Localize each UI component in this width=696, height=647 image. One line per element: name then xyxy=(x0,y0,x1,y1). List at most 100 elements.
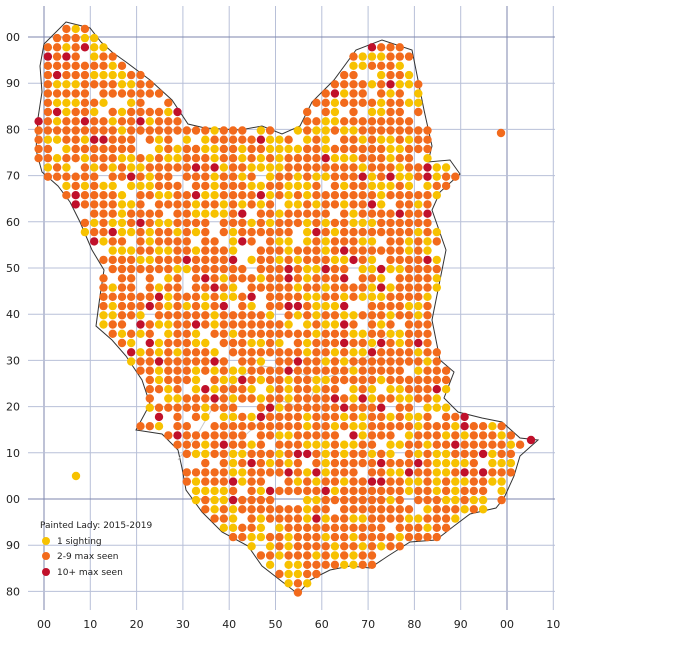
record-dot xyxy=(99,117,108,126)
record-dot xyxy=(265,237,275,246)
record-dot xyxy=(265,301,275,311)
record-dot xyxy=(358,191,367,200)
record-dot xyxy=(386,154,395,163)
record-dot xyxy=(349,514,358,523)
record-dot xyxy=(62,24,71,34)
record-dot xyxy=(386,144,395,154)
y-tick-label: 60 xyxy=(6,216,20,229)
record-dot xyxy=(238,237,247,246)
record-dot xyxy=(340,163,349,172)
record-dot xyxy=(71,107,80,117)
record-dot xyxy=(127,200,136,209)
record-dot xyxy=(321,154,330,163)
record-dot xyxy=(136,107,145,117)
record-dot xyxy=(256,514,266,523)
record-dot xyxy=(108,80,117,89)
record-dot xyxy=(145,283,154,292)
record-dot xyxy=(395,542,404,551)
record-dot xyxy=(173,144,182,154)
record-dot xyxy=(219,523,228,532)
record-dot xyxy=(469,449,478,459)
record-dot xyxy=(340,394,349,403)
record-dot xyxy=(164,144,173,154)
record-dot xyxy=(404,385,414,394)
record-dot xyxy=(219,357,228,366)
record-dot xyxy=(117,107,127,117)
record-dot xyxy=(43,126,53,135)
record-dot xyxy=(90,80,99,89)
record-dot xyxy=(265,246,275,255)
record-dot xyxy=(247,412,256,422)
record-dot xyxy=(377,89,386,98)
record-dot xyxy=(52,52,62,61)
record-dot xyxy=(256,366,266,375)
record-dot xyxy=(173,246,182,255)
record-dot xyxy=(358,412,367,422)
record-dot xyxy=(127,227,136,237)
record-dot xyxy=(367,61,377,70)
record-dot xyxy=(330,191,340,200)
record-dot xyxy=(238,458,247,468)
record-dot xyxy=(191,301,201,311)
record-dot xyxy=(173,218,182,228)
record-dot xyxy=(395,135,404,144)
record-dot xyxy=(451,440,460,449)
record-dot xyxy=(219,458,228,468)
record-dot xyxy=(210,495,219,505)
record-dot xyxy=(145,422,154,431)
record-dot xyxy=(414,172,423,181)
record-dot xyxy=(154,292,164,301)
record-dot xyxy=(395,274,404,283)
record-dot xyxy=(127,311,136,320)
record-dot xyxy=(201,477,210,486)
record-dot xyxy=(247,375,256,385)
record-dot xyxy=(312,495,321,505)
record-dot xyxy=(506,431,516,440)
record-dot xyxy=(34,117,43,126)
record-dot xyxy=(303,569,312,579)
record-dot xyxy=(71,70,80,80)
record-dot xyxy=(377,61,386,70)
record-dot xyxy=(414,311,423,320)
record-dot xyxy=(210,320,219,329)
record-dot xyxy=(71,191,80,200)
record-dot xyxy=(330,440,340,449)
record-dot xyxy=(303,385,312,394)
record-dot xyxy=(321,422,330,431)
record-dot xyxy=(284,301,293,311)
record-dot xyxy=(52,135,62,144)
record-dot xyxy=(201,348,210,357)
record-dot xyxy=(247,181,256,191)
record-dot xyxy=(451,172,460,181)
record-dot xyxy=(201,227,210,237)
record-dot xyxy=(256,532,266,542)
record-dot xyxy=(284,431,293,440)
record-dot xyxy=(386,495,395,505)
record-dot xyxy=(340,366,349,375)
record-dot xyxy=(441,181,451,191)
record-dot xyxy=(432,458,441,468)
record-dot xyxy=(191,311,201,320)
legend-label-1-sighting: 1 sighting xyxy=(57,537,102,547)
x-tick-label: 00 xyxy=(37,618,51,631)
record-dot xyxy=(256,264,266,274)
record-dot xyxy=(377,532,386,542)
record-dot xyxy=(321,283,330,292)
record-dot xyxy=(173,394,182,403)
record-dot xyxy=(90,70,99,80)
record-dot xyxy=(423,422,432,431)
record-dot xyxy=(404,218,414,228)
record-dot xyxy=(312,154,321,163)
record-dot xyxy=(284,274,293,283)
x-tick-label: 90 xyxy=(454,618,468,631)
record-dot xyxy=(275,569,284,579)
record-dot xyxy=(80,191,90,200)
record-dot xyxy=(201,135,210,144)
record-dot xyxy=(469,477,478,486)
record-dot xyxy=(219,477,228,486)
record-dot xyxy=(321,560,330,569)
record-dot xyxy=(330,89,340,98)
record-dot xyxy=(71,89,80,98)
record-dot xyxy=(349,357,358,366)
x-tick-label: 10 xyxy=(83,618,97,631)
